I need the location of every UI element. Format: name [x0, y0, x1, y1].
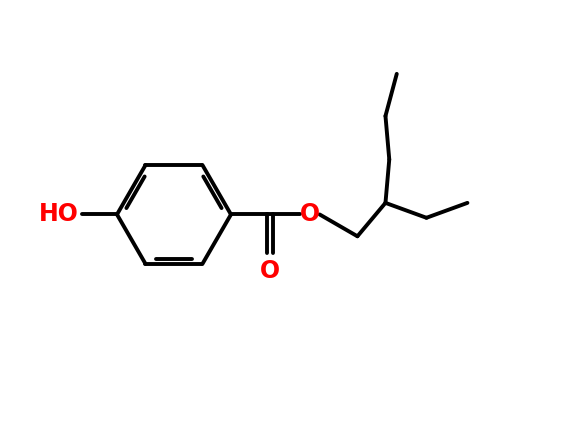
- Text: O: O: [260, 259, 280, 283]
- Text: HO: HO: [39, 203, 79, 226]
- Text: O: O: [300, 203, 320, 226]
